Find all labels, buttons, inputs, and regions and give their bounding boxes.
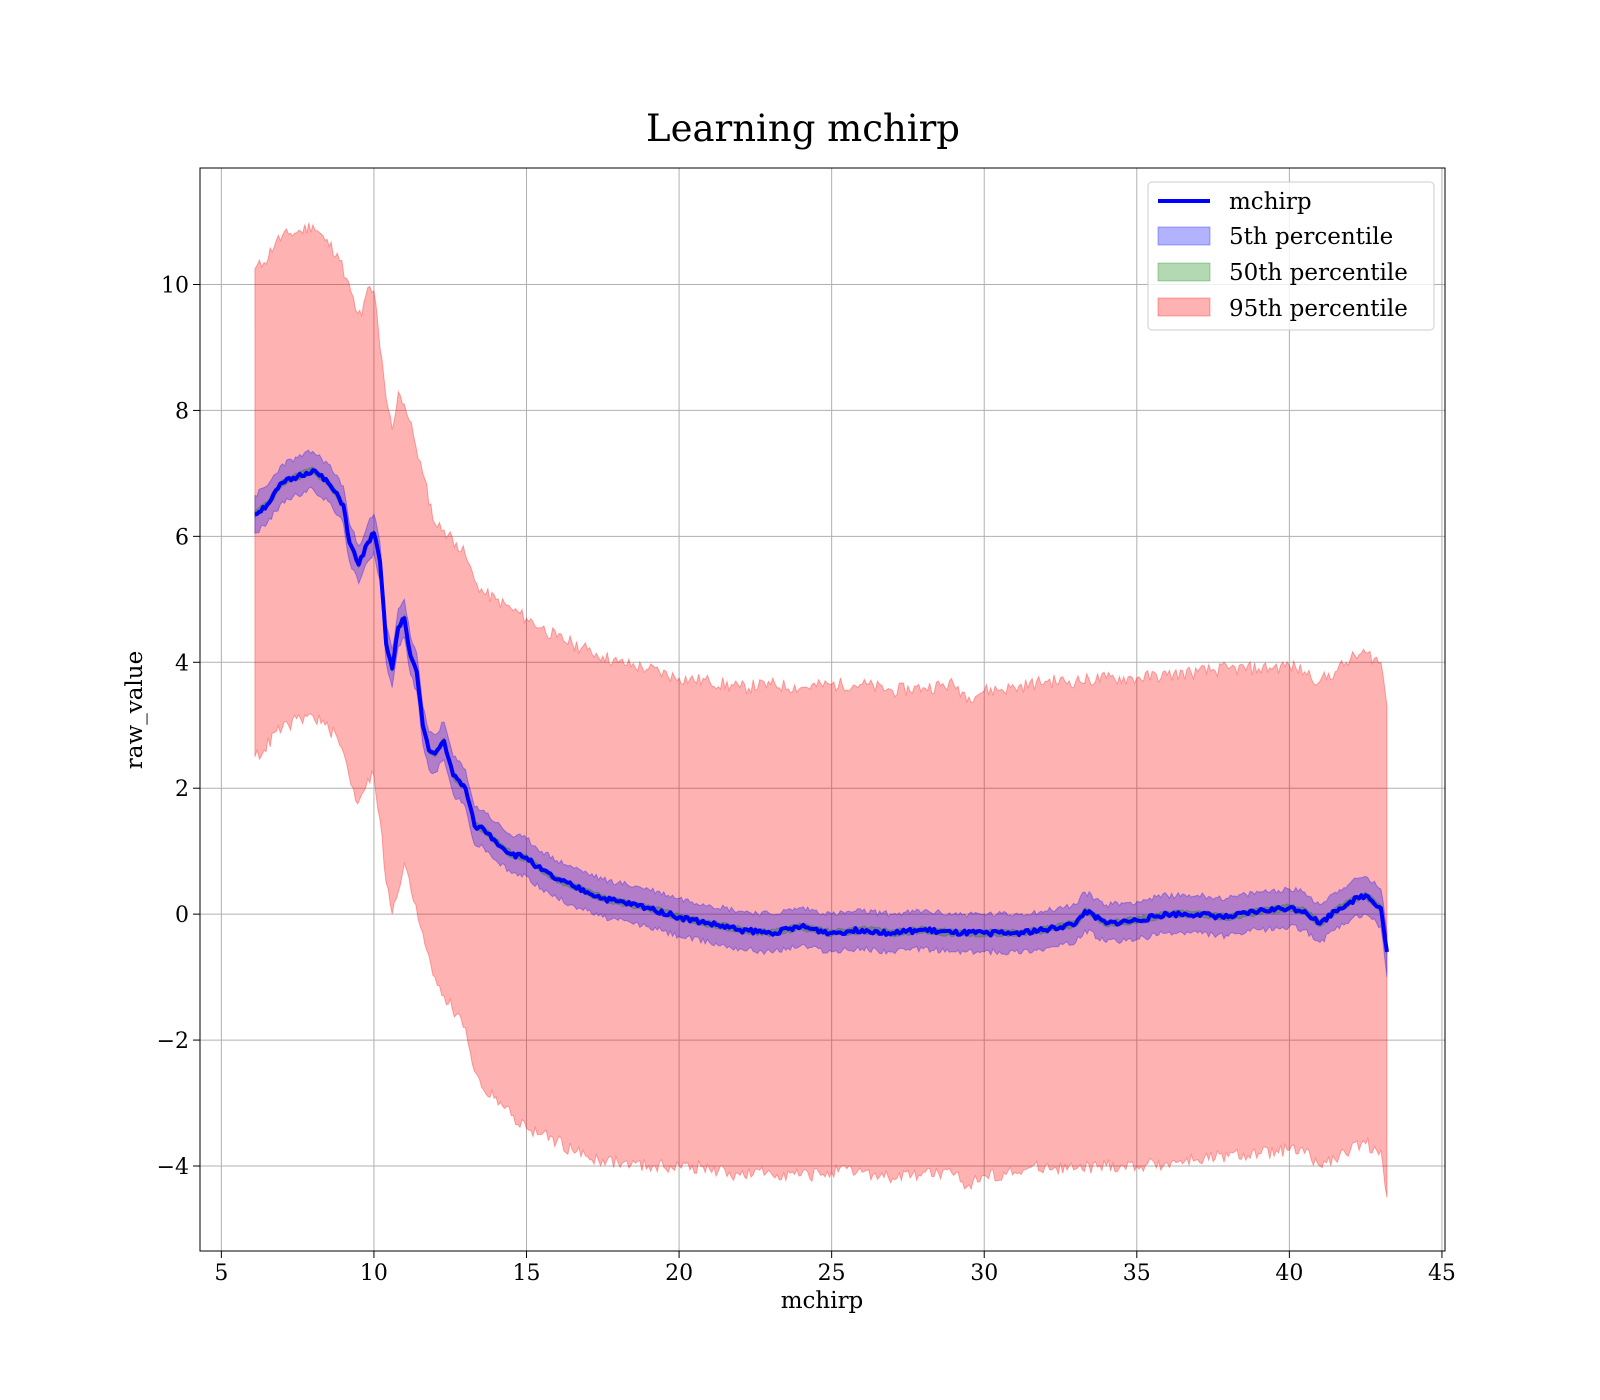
y-tick-label: 0 xyxy=(175,903,189,928)
legend-box xyxy=(1147,181,1435,331)
band-5th-percentile xyxy=(254,449,1388,978)
legend-label-mchirp: mchirp xyxy=(1229,189,1312,215)
y-tick-label: 6 xyxy=(175,525,189,550)
plot-frame xyxy=(199,167,1446,1252)
legend: mchirp 5th percentile 50th percentile 95… xyxy=(1147,181,1435,331)
percentile-bands xyxy=(254,222,1388,1198)
x-tick-label: 45 xyxy=(1428,1261,1456,1286)
x-tick-label: 40 xyxy=(1275,1261,1303,1286)
legend-swatch-95th-percentile xyxy=(1157,297,1211,317)
legend-label-95th-percentile: 95th percentile xyxy=(1229,296,1408,322)
band-95th-percentile xyxy=(254,222,1388,1198)
x-tick-label: 30 xyxy=(970,1261,998,1286)
line-mchirp xyxy=(254,468,1389,953)
y-tick-label: 4 xyxy=(175,651,189,676)
y-tick-label: −4 xyxy=(157,1155,189,1180)
y-tick-label: 10 xyxy=(161,273,189,298)
legend-label-50th-percentile: 50th percentile xyxy=(1229,260,1408,286)
x-axis-ticks: 5 10 15 20 25 30 35 40 45 xyxy=(214,1251,1456,1286)
x-tick-label: 35 xyxy=(1123,1261,1151,1286)
y-tick-label: −2 xyxy=(157,1029,189,1054)
y-tick-label: 2 xyxy=(175,777,189,802)
x-tick-label: 5 xyxy=(214,1261,228,1286)
y-tick-label: 8 xyxy=(175,399,189,424)
legend-swatch-50th-percentile xyxy=(1157,262,1211,282)
x-tick-label: 20 xyxy=(665,1261,693,1286)
y-axis-ticks: −4 −2 0 2 4 6 8 10 xyxy=(157,273,200,1180)
grid-lines xyxy=(200,168,1445,1251)
chart-title: Learning mchirp xyxy=(646,107,960,150)
legend-swatch-5th-percentile xyxy=(1157,226,1211,246)
series-lines xyxy=(254,468,1389,953)
y-axis-label: raw_value xyxy=(122,651,148,769)
legend-label-5th-percentile: 5th percentile xyxy=(1229,224,1393,250)
x-tick-label: 15 xyxy=(513,1261,541,1286)
x-tick-label: 25 xyxy=(818,1261,846,1286)
x-axis-label: mchirp xyxy=(781,1288,864,1314)
x-tick-label: 10 xyxy=(360,1261,388,1286)
